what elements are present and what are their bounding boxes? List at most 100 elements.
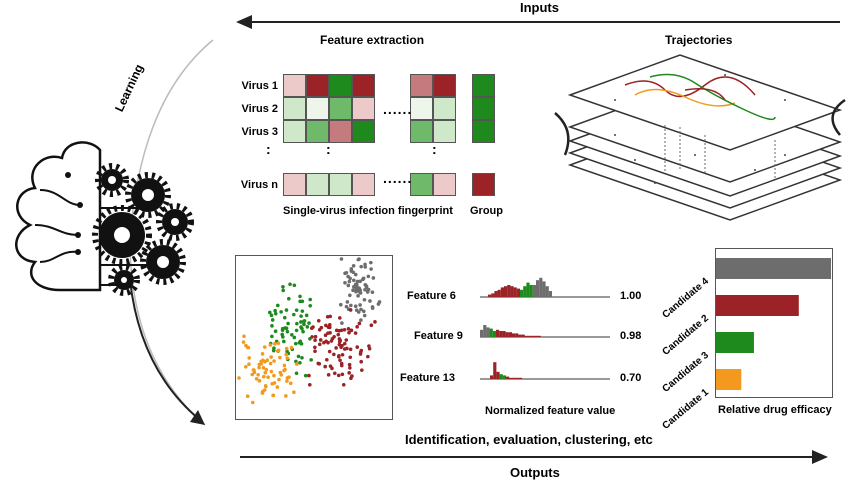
feature-6-label: Feature 6	[407, 290, 456, 302]
scatter-point	[344, 270, 349, 275]
histogram-bar	[488, 294, 492, 297]
scatter-point	[261, 374, 266, 379]
scatter-point	[268, 361, 273, 366]
heatmap-cell	[410, 97, 433, 120]
scatter-point	[285, 379, 289, 383]
scatter-point	[278, 355, 282, 360]
histogram-bar	[523, 286, 527, 297]
row-label-virus-1: Virus 1	[241, 80, 279, 92]
scatter-point	[288, 282, 292, 287]
heatmap-cell	[410, 173, 433, 196]
group-caption: Group	[470, 205, 503, 217]
scatter-point	[355, 345, 360, 349]
scatter-point	[278, 370, 283, 375]
scatter-point	[266, 375, 270, 379]
scatter-point	[327, 349, 332, 354]
row-label-virus-2: Virus 2	[241, 103, 279, 115]
heatmap-cell	[433, 74, 456, 97]
scatter-point	[282, 363, 287, 368]
scatter-point	[338, 338, 343, 343]
scatter-point	[316, 318, 321, 323]
scatter-point	[338, 358, 342, 363]
scatter-point	[332, 352, 336, 357]
scatter-point	[360, 368, 364, 372]
scatter-point	[313, 334, 318, 339]
outputs-label: Outputs	[510, 465, 560, 480]
scatter-point	[307, 373, 311, 378]
histogram-bar	[518, 334, 522, 337]
scatter-point	[343, 280, 347, 285]
scatter-point	[272, 373, 276, 378]
histogram-bar	[545, 286, 549, 297]
scatter-point	[257, 379, 262, 383]
scatter-point	[349, 328, 354, 333]
bottom-caption: Identification, evaluation, clustering, …	[405, 432, 653, 447]
histogram-bar	[513, 287, 517, 297]
scatter-point	[330, 366, 334, 371]
scatter-point	[325, 357, 329, 362]
scatter-point	[366, 274, 371, 279]
scatter-point	[292, 335, 297, 340]
histogram-bar	[499, 331, 503, 337]
scatter-point	[237, 376, 241, 380]
scatter-point	[250, 372, 255, 377]
scatter-point	[282, 339, 286, 344]
heatmap-cell	[329, 74, 352, 97]
scatter-point	[347, 330, 351, 335]
histogram-bar	[532, 285, 536, 297]
scatter-point	[345, 346, 349, 351]
scatter-point	[355, 324, 359, 329]
scatter-point	[287, 296, 291, 301]
scatter-point	[298, 294, 302, 299]
heatmap-cell	[283, 120, 306, 143]
scatter-point	[309, 358, 313, 362]
scatter-point	[291, 312, 296, 317]
scatter-point	[256, 372, 260, 377]
scatter-point	[332, 371, 337, 376]
scatter-point	[262, 388, 267, 392]
histogram-bar	[528, 335, 532, 337]
scatter-point	[281, 284, 285, 289]
histogram-bar	[515, 377, 519, 379]
scatter-point	[351, 288, 355, 293]
cluster-scatter-frame	[235, 255, 393, 420]
histogram-bar	[520, 289, 524, 297]
scatter-point	[285, 356, 290, 360]
inputs-arrow	[236, 15, 840, 29]
histogram-bar	[506, 376, 510, 379]
scatter-point	[284, 308, 289, 312]
histogram-bar	[516, 288, 520, 297]
scatter-point	[264, 384, 268, 389]
histogram-bar	[492, 331, 496, 337]
scatter-point	[324, 323, 328, 328]
heatmap-horizontal-ellipsis-bottom: ......	[383, 170, 413, 186]
scatter-point	[357, 321, 362, 326]
scatter-point	[308, 297, 313, 302]
scatter-point	[295, 321, 299, 326]
scatter-point	[342, 327, 347, 332]
heatmap-cell	[329, 120, 352, 143]
heatmap-horizontal-ellipsis: ......	[383, 101, 413, 117]
scatter-point	[366, 354, 370, 359]
scatter-point	[344, 304, 349, 309]
scatter-point	[281, 288, 285, 293]
scatter-point	[369, 260, 373, 265]
scatter-point	[304, 313, 309, 318]
scatter-point	[270, 334, 274, 339]
scatter-point	[371, 276, 376, 280]
feature-13-label: Feature 13	[400, 372, 456, 384]
scatter-point	[284, 346, 289, 351]
heatmap-cell	[433, 120, 456, 143]
histogram-bar	[508, 332, 512, 337]
scatter-point	[348, 293, 352, 298]
scatter-point	[354, 287, 359, 291]
scatter-point	[373, 320, 377, 324]
outputs-arrow	[240, 450, 828, 464]
scatter-point	[298, 299, 302, 304]
scatter-point	[351, 264, 356, 268]
heatmap-cell	[352, 120, 375, 143]
row-label-virus-n: Virus n	[240, 179, 278, 191]
trajectory-stack	[554, 54, 846, 221]
scatter-point	[247, 362, 251, 367]
